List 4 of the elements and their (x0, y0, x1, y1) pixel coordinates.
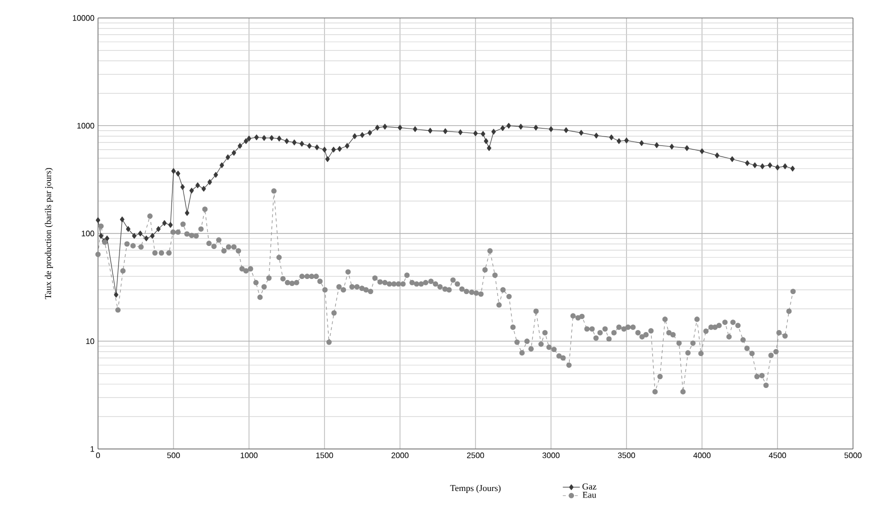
y-axis-title: Taux de production (barils par jours) (44, 168, 53, 300)
legend-label: Gaz (582, 484, 596, 490)
x-axis-title: Temps (Jours) (450, 484, 501, 493)
legend-label: Eau (582, 492, 596, 498)
